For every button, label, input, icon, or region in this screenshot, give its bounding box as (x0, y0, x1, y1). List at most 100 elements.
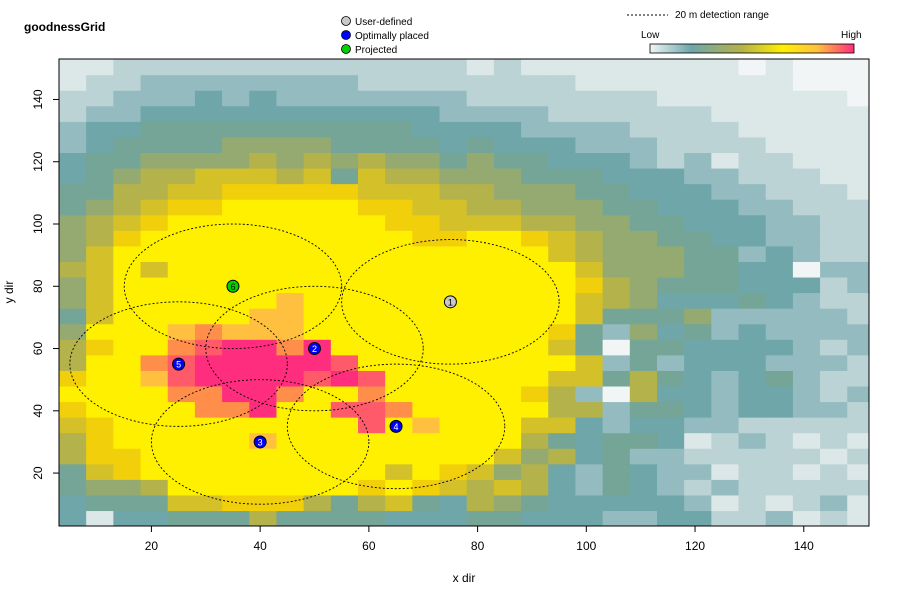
heatmap-cell (466, 432, 495, 449)
heatmap-cell (249, 370, 278, 387)
heatmap-cell (792, 245, 821, 262)
heatmap-cell (629, 308, 658, 325)
heatmap-cell (493, 199, 522, 216)
receiver-marker-2: 2 (308, 342, 322, 356)
heatmap-cell (521, 136, 549, 153)
heatmap-cell (303, 59, 332, 76)
heatmap-cell (711, 59, 740, 76)
heatmap-cell (439, 401, 468, 418)
heatmap-cell (385, 463, 413, 480)
heatmap-cell (385, 432, 413, 449)
heatmap-cell (194, 152, 223, 169)
heatmap-cell (412, 385, 441, 403)
heatmap-cell (412, 90, 441, 107)
heatmap-cell (765, 401, 794, 418)
heatmap-cell (276, 510, 305, 526)
heatmap-cell (330, 230, 359, 247)
heatmap-cell (222, 59, 250, 76)
heatmap-cell (439, 152, 468, 169)
heatmap-cell (521, 105, 549, 122)
heatmap-cell (629, 448, 658, 465)
heatmap-cell (602, 339, 631, 356)
heatmap-cell (140, 479, 169, 496)
heatmap-cell (412, 370, 441, 387)
heatmap-cell (602, 183, 631, 200)
heatmap-cell (738, 370, 767, 387)
heatmap-cell (167, 370, 196, 387)
heatmap-cell (86, 401, 114, 418)
heatmap-cell (194, 292, 223, 309)
heatmap-cell (711, 136, 740, 153)
heatmap-cell (194, 510, 223, 526)
heatmap-cell (412, 183, 441, 200)
receiver-point (308, 342, 322, 356)
heatmap-cell (303, 261, 332, 278)
heatmap-cell (140, 370, 169, 387)
heatmap-cell (194, 199, 223, 216)
heatmap-cell (276, 339, 305, 356)
heatmap-cell (602, 74, 631, 91)
y-tick-label: 120 (31, 151, 45, 171)
heatmap-cell (330, 245, 359, 262)
heatmap-cell (303, 230, 332, 247)
heatmap-cell (711, 494, 740, 512)
heatmap-cell (656, 510, 685, 526)
heatmap-cell (548, 152, 577, 169)
heatmap-cell (765, 136, 794, 153)
heatmap-cell (820, 448, 848, 465)
heatmap-cell (59, 463, 87, 480)
receiver-label: 3 (258, 437, 263, 447)
heatmap-cell (439, 261, 468, 278)
heatmap-cell (86, 385, 114, 403)
heatmap-cell (113, 136, 142, 153)
heatmap-cell (656, 323, 685, 340)
heatmap-cell (140, 105, 169, 122)
heatmap-cell (684, 214, 712, 231)
heatmap-cell (711, 401, 740, 418)
heatmap-cell (521, 448, 549, 465)
heatmap-cell (357, 494, 386, 512)
heatmap-cell (167, 59, 196, 76)
heatmap-cell (439, 417, 468, 434)
heatmap-cell (820, 183, 848, 200)
heatmap-cell (140, 183, 169, 200)
heatmap-cell (684, 401, 712, 418)
heatmap-cell (493, 308, 522, 325)
heatmap-cell (140, 59, 169, 76)
heatmap-cell (357, 245, 386, 262)
heatmap-cell (548, 230, 577, 247)
y-tick-label: 60 (31, 342, 45, 356)
heatmap-cell (113, 432, 142, 449)
heatmap-cell (86, 183, 114, 200)
heatmap-cell (629, 74, 658, 91)
heatmap-cell (412, 59, 441, 76)
heatmap-cell (167, 90, 196, 107)
heatmap-cell (113, 276, 142, 294)
heatmap-cell (521, 401, 549, 418)
heatmap-cell (493, 230, 522, 247)
heatmap-cell (711, 230, 740, 247)
heatmap-cell (357, 510, 386, 526)
heatmap-cell (86, 479, 114, 496)
heatmap-cell (113, 463, 142, 480)
receiver-marker-4: 4 (389, 419, 403, 433)
heatmap-cell (466, 230, 495, 247)
heatmap-cell (276, 308, 305, 325)
heatmap-cell (521, 276, 549, 294)
heatmap-cell (711, 385, 740, 403)
heatmap-cell (548, 510, 577, 526)
receiver-label: 2 (312, 344, 317, 354)
heatmap-cell (303, 74, 332, 91)
point-legend: User-defined Optimally placed Projected (341, 16, 429, 56)
heatmap-cell (59, 167, 87, 185)
heatmap-cell (521, 432, 549, 449)
heatmap-cell (276, 245, 305, 262)
heatmap-cell (820, 510, 848, 526)
heatmap-cell (765, 510, 794, 526)
heatmap-cell (249, 261, 278, 278)
heatmap-cell (167, 417, 196, 434)
heatmap-cell (385, 167, 413, 185)
heatmap-cell (792, 167, 821, 185)
legend-projected-label: Projected (355, 45, 397, 56)
heatmap-cell (167, 323, 196, 340)
